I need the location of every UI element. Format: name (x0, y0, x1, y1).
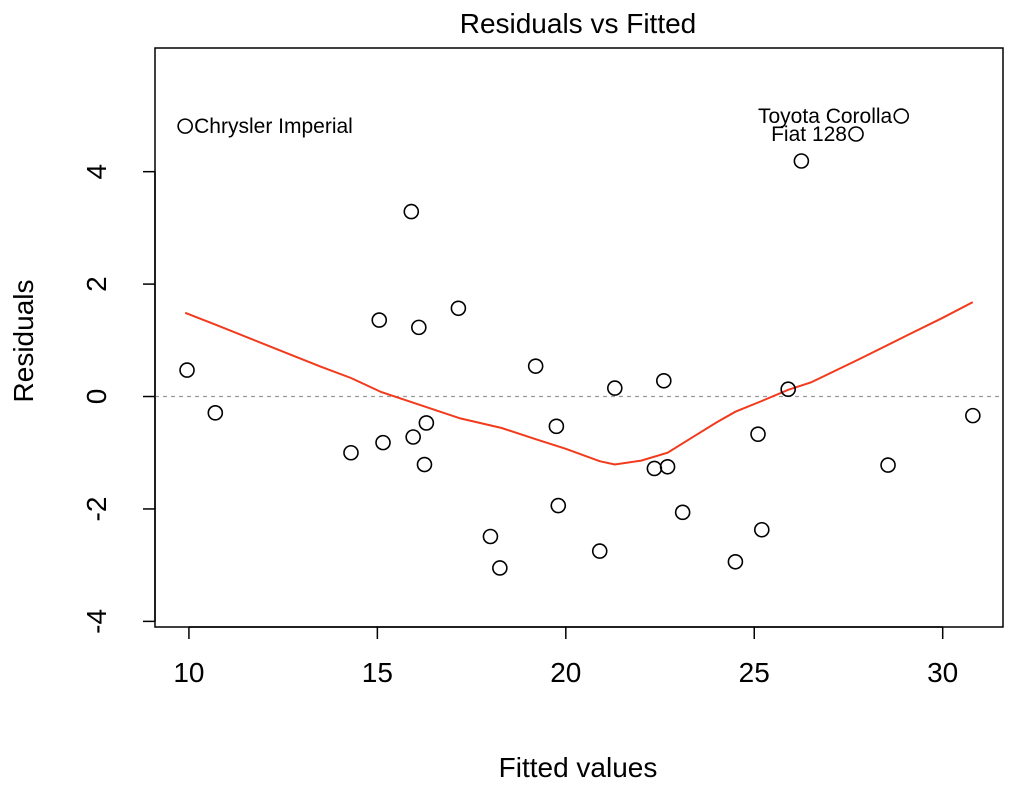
x-tick-label: 25 (739, 657, 770, 688)
data-point (403, 203, 420, 220)
data-point (793, 153, 810, 169)
x-axis-label: Fitted values (499, 752, 658, 783)
data-point (411, 319, 427, 336)
data-point (848, 126, 864, 142)
data-point (416, 456, 433, 473)
data-point (492, 560, 508, 576)
x-tick-label: 30 (927, 657, 958, 688)
x-tick-label: 10 (173, 657, 204, 688)
y-tick-label: 2 (81, 276, 112, 292)
data-point (607, 380, 623, 396)
data-point (674, 504, 691, 521)
data-point (591, 543, 608, 559)
chart-title: Residuals vs Fitted (460, 8, 697, 39)
point-label: Toyota Corolla (758, 105, 893, 128)
data-point (482, 528, 499, 545)
point-label: Fiat 128 (771, 123, 847, 146)
data-point (375, 434, 391, 451)
x-tick-label: 15 (362, 657, 393, 688)
data-point (450, 300, 467, 317)
data-point (371, 312, 388, 328)
data-point (418, 415, 435, 431)
data-point (177, 118, 193, 134)
data-point (750, 426, 766, 442)
data-point (880, 457, 896, 473)
data-point (893, 108, 910, 124)
y-tick-label: 4 (81, 164, 112, 180)
smooth-trend-line (184, 301, 974, 466)
data-point (548, 418, 565, 435)
data-point (343, 444, 359, 461)
data-point (179, 362, 195, 378)
y-tick-label: -2 (81, 497, 112, 522)
y-tick-label: -4 (81, 609, 112, 634)
data-point (550, 497, 567, 514)
x-tick-label: 20 (550, 657, 581, 688)
data-point (405, 429, 421, 445)
y-tick-label: 0 (81, 389, 112, 405)
y-axis-label: Residuals (8, 280, 39, 403)
point-label: Chrysler Imperial (194, 115, 353, 138)
data-point (646, 460, 663, 477)
data-point (965, 407, 981, 424)
data-point (527, 358, 544, 374)
data-point (659, 458, 676, 475)
data-point (753, 521, 770, 538)
data-point (655, 372, 672, 389)
data-point (727, 553, 744, 570)
data-point (207, 405, 224, 421)
data-point (780, 381, 796, 398)
